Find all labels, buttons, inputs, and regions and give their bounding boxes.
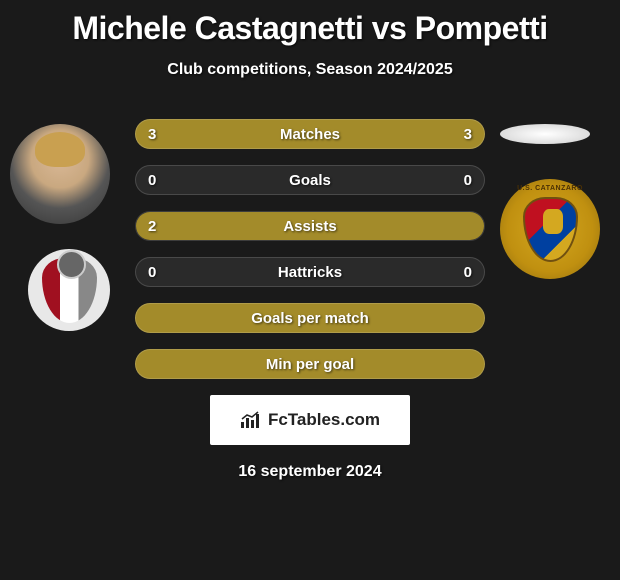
stat-label: Hattricks [278, 264, 342, 281]
player-left-avatar [10, 124, 110, 224]
club-badge-left [28, 249, 110, 331]
fctables-badge: FcTables.com [210, 395, 410, 445]
avatar-hair-shape [35, 132, 85, 167]
stat-value-right: 0 [464, 172, 472, 189]
date-label: 16 september 2024 [0, 463, 620, 481]
stat-value-left: 3 [148, 126, 156, 143]
stat-bar-row: Min per goal [135, 349, 485, 379]
page-subtitle: Club competitions, Season 2024/2025 [0, 61, 620, 79]
club-badge-right-shield [523, 197, 578, 262]
stat-value-left: 0 [148, 172, 156, 189]
page-title: Michele Castagnetti vs Pompetti [0, 0, 620, 47]
fctables-label: FcTables.com [268, 410, 380, 430]
stat-value-left: 2 [148, 218, 156, 235]
stat-label: Goals [289, 172, 331, 189]
stat-value-left: 0 [148, 264, 156, 281]
stat-value-right: 0 [464, 264, 472, 281]
club-badge-right: U.S. CATANZARO [500, 179, 600, 279]
stat-value-right: 3 [464, 126, 472, 143]
fctables-chart-icon [240, 411, 262, 429]
stat-label: Matches [280, 126, 340, 143]
stat-label: Assists [283, 218, 336, 235]
comparison-content: U.S. CATANZARO 3 3 Matches 0 0 Goals 2 Assists 0… [0, 119, 620, 379]
club-badge-left-shield [42, 258, 97, 323]
stat-bar-row: 2 Assists [135, 211, 485, 241]
stat-bar-row: 3 3 Matches [135, 119, 485, 149]
stat-label: Min per goal [266, 356, 354, 373]
stat-bars-container: 3 3 Matches 0 0 Goals 2 Assists 0 0 Hattricks Goals… [135, 119, 485, 379]
player-right-avatar [500, 124, 590, 144]
stat-bar-row: 0 0 Goals [135, 165, 485, 195]
stat-bar-row: Goals per match [135, 303, 485, 333]
stat-label: Goals per match [251, 310, 369, 327]
club-badge-right-text: U.S. CATANZARO [500, 185, 600, 192]
stat-bar-row: 0 0 Hattricks [135, 257, 485, 287]
